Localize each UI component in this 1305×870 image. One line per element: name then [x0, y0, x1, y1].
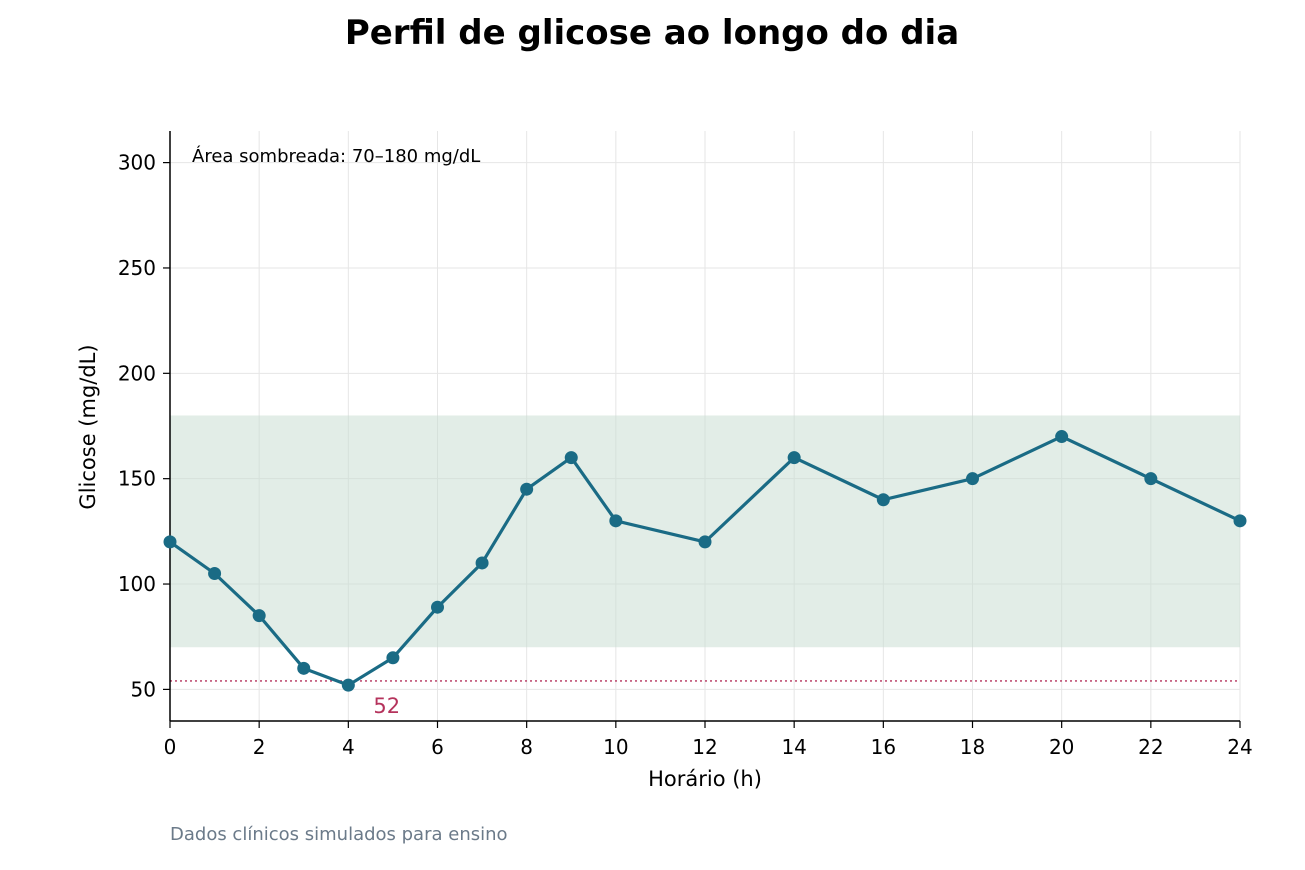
range-annotation: Área sombreada: 70–180 mg/dL [192, 145, 480, 167]
x-tick-label: 24 [1227, 735, 1252, 759]
data-point [386, 651, 400, 665]
data-point [698, 535, 712, 549]
data-point [1233, 514, 1247, 528]
glucose-series-line [169, 434, 1241, 687]
y-ticks: 50 100 150 200 250 300 [118, 151, 170, 701]
data-point [475, 556, 489, 570]
data-point [297, 661, 311, 675]
y-axis-label: Glicose (mg/dL) [76, 344, 100, 509]
glucose-series-points [163, 430, 1247, 692]
data-point [876, 493, 890, 507]
y-tick-label: 100 [118, 572, 156, 596]
data-point [208, 567, 222, 580]
chart-title: Perfil de glicose ao longo do dia [345, 13, 959, 53]
source-note: Dados clínicos simulados para ensino [170, 824, 508, 845]
data-point [787, 451, 801, 465]
x-axis-label: Horário (h) [648, 767, 762, 791]
y-tick-label: 250 [118, 256, 156, 280]
x-tick-label: 10 [603, 735, 628, 759]
data-point [163, 535, 177, 549]
data-point [564, 451, 578, 465]
data-point [520, 482, 534, 496]
x-tick-label: 6 [431, 735, 444, 759]
y-tick-label: 300 [118, 151, 156, 175]
x-tick-label: 20 [1049, 735, 1074, 759]
data-point [966, 472, 979, 486]
data-point [1055, 430, 1069, 444]
x-tick-label: 18 [960, 735, 985, 759]
data-point [341, 678, 355, 692]
x-tick-label: 14 [781, 735, 806, 759]
x-tick-label: 22 [1138, 735, 1163, 759]
x-ticks: 0 2 4 6 8 10 12 14 16 18 20 22 24 [164, 721, 1253, 759]
y-tick-label: 50 [131, 677, 156, 701]
y-tick-label: 200 [118, 361, 156, 385]
x-tick-label: 0 [164, 735, 177, 759]
x-tick-label: 4 [342, 735, 355, 759]
x-tick-label: 8 [520, 735, 533, 759]
data-point [252, 609, 266, 623]
data-point [431, 600, 444, 614]
x-tick-label: 16 [871, 735, 896, 759]
min-value-label: 52 [373, 694, 400, 718]
x-tick-label: 12 [692, 735, 717, 759]
x-tick-label: 2 [253, 735, 266, 759]
data-point [1144, 472, 1158, 486]
y-tick-label: 150 [118, 467, 156, 491]
target-range-band [170, 415, 1240, 648]
data-point [609, 514, 623, 528]
